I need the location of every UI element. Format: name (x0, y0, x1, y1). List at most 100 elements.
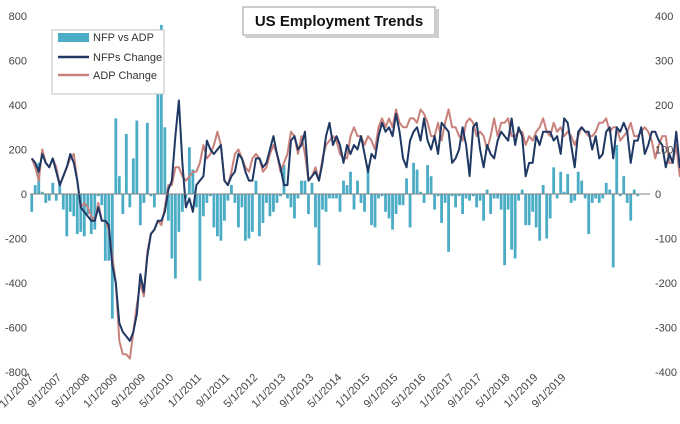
bar-nfp-vs-adp (415, 169, 419, 194)
bar-nfp-vs-adp (177, 194, 181, 232)
bar-nfp-vs-adp (191, 169, 195, 194)
bar-nfp-vs-adp (524, 194, 528, 226)
bar-nfp-vs-adp (296, 194, 300, 199)
y-left-tick-label: 400 (9, 100, 27, 112)
bar-nfp-vs-adp (317, 194, 321, 266)
bar-nfp-vs-adp (443, 194, 447, 203)
y-right-tick-label: 0 (655, 189, 661, 201)
bar-nfp-vs-adp (198, 194, 202, 281)
bar-nfp-vs-adp (573, 194, 577, 201)
bar-nfp-vs-adp (380, 194, 384, 197)
legend: NFP vs ADP NFPs Change ADP Change (51, 29, 165, 95)
bar-nfp-vs-adp (450, 194, 454, 197)
bar-nfp-vs-adp (237, 194, 240, 228)
bar-nfp-vs-adp (58, 180, 62, 194)
bar-nfp-vs-adp (79, 194, 83, 232)
bar-nfp-vs-adp (44, 194, 48, 203)
bar-nfp-vs-adp (205, 194, 209, 203)
bar-nfp-vs-adp (419, 191, 422, 194)
bar-nfp-vs-adp (265, 194, 268, 203)
line-nfps-change (30, 99, 680, 342)
bar-nfp-vs-adp (359, 194, 363, 203)
bar-nfp-vs-adp (240, 194, 244, 208)
bar-nfp-vs-adp (258, 194, 261, 237)
chart-title: US Employment Trends (255, 13, 423, 30)
bar-nfp-vs-adp (261, 194, 265, 223)
y-right-tick-label: 200 (655, 100, 673, 112)
y-left-tick-label: 200 (9, 145, 27, 157)
bar-nfp-vs-adp (478, 194, 482, 201)
bar-nfp-vs-adp (335, 194, 338, 199)
bar-nfp-vs-adp (373, 194, 377, 228)
bar-nfp-vs-adp (230, 185, 233, 194)
bar-nfp-vs-adp (216, 194, 219, 237)
bar-nfp-vs-adp (604, 182, 608, 195)
y-right-tick-label: 300 (655, 56, 673, 68)
bar-nfp-vs-adp (173, 194, 177, 279)
bar-nfp-vs-adp (300, 180, 303, 194)
plot-area (30, 24, 680, 360)
bar-nfp-vs-adp (370, 194, 373, 226)
bar-nfp-vs-adp (314, 194, 317, 228)
bar-nfp-vs-adp (131, 158, 135, 194)
bar-nfp-vs-adp (124, 133, 128, 194)
y-right-tick-label: -200 (655, 278, 677, 290)
bar-nfp-vs-adp (387, 194, 391, 219)
y-left-tick-label: -200 (5, 234, 27, 246)
bar-nfp-vs-adp (86, 194, 90, 215)
legend-label-nfps-change: NFPs Change (93, 52, 162, 64)
bar-nfp-vs-adp (468, 194, 471, 201)
bar-nfp-vs-adp (636, 194, 640, 197)
bar-nfp-vs-adp (587, 194, 591, 235)
bar-nfp-vs-adp (457, 194, 461, 197)
bar-nfp-vs-adp (569, 194, 573, 203)
bar-nfp-vs-adp (440, 194, 443, 223)
bar-nfp-vs-adp (436, 194, 440, 197)
bar-nfp-vs-adp (454, 194, 457, 208)
bar-nfp-vs-adp (163, 127, 167, 194)
bar-nfp-vs-adp (30, 194, 34, 212)
bar-nfp-vs-adp (377, 194, 380, 199)
bar-nfp-vs-adp (135, 120, 139, 194)
bar-nfp-vs-adp (594, 194, 598, 199)
bar-nfp-vs-adp (145, 122, 149, 194)
bar-nfp-vs-adp (534, 194, 538, 228)
bar-nfp-vs-adp (226, 194, 230, 201)
bar-nfp-vs-adp (363, 194, 366, 212)
bar-nfp-vs-adp (121, 194, 125, 215)
bar-nfp-vs-adp (254, 180, 258, 194)
bar-nfp-vs-adp (447, 194, 450, 252)
bar-nfp-vs-adp (96, 194, 100, 197)
bar-nfp-vs-adp (559, 171, 563, 194)
bar-nfp-vs-adp (275, 194, 279, 203)
bar-nfp-vs-adp (398, 194, 401, 206)
bar-nfp-vs-adp (233, 194, 237, 203)
bar-nfp-vs-adp (51, 182, 55, 195)
bar-nfp-vs-adp (629, 194, 633, 221)
bar-nfp-vs-adp (412, 162, 415, 194)
bar-nfp-vs-adp (114, 118, 118, 194)
bar-nfp-vs-adp (72, 194, 76, 217)
bar-nfp-vs-adp (576, 171, 580, 194)
bar-nfp-vs-adp (324, 194, 328, 212)
bar-nfp-vs-adp (394, 194, 398, 215)
bar-nfp-vs-adp (499, 194, 503, 210)
bar-nfp-vs-adp (75, 194, 79, 235)
bar-nfp-vs-adp (152, 194, 156, 208)
bar-nfp-vs-adp (219, 194, 223, 241)
bar-nfp-vs-adp (251, 194, 254, 232)
bar-nfp-vs-adp (345, 185, 349, 194)
title-shadow-bottom (245, 35, 439, 38)
bar-nfp-vs-adp (366, 165, 370, 194)
bar-nfp-vs-adp (408, 194, 412, 228)
bar-nfp-vs-adp (482, 194, 486, 221)
bar-nfp-vs-adp (622, 176, 626, 194)
bar-nfp-vs-adp (307, 194, 310, 215)
bar-nfp-vs-adp (352, 194, 356, 210)
bar-nfp-vs-adp (422, 194, 426, 203)
bar-nfp-vs-adp (286, 194, 289, 199)
bar-nfp-vs-adp (138, 194, 142, 226)
bar-nfp-vs-adp (548, 194, 552, 219)
